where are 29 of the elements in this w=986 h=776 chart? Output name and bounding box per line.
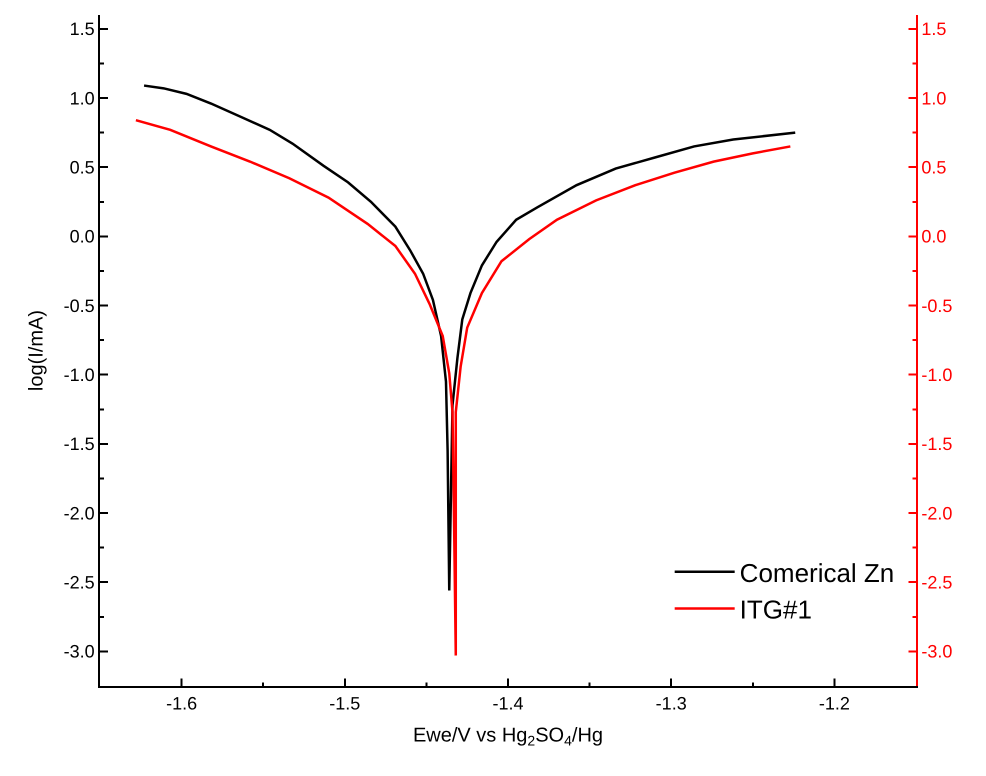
x-tick-label: -1.4 — [492, 693, 524, 714]
y2-tick-label: -2.0 — [921, 503, 952, 524]
legend-label: Comerical Zn — [740, 558, 894, 588]
y-tick-label: -2.0 — [64, 503, 95, 524]
y-tick-label: -1.5 — [64, 434, 95, 454]
y-tick-label: -1.0 — [64, 365, 95, 386]
y2-tick-label: -1.0 — [921, 365, 952, 386]
y2-tick-label: 1.0 — [921, 88, 946, 108]
x-tick-label: -1.2 — [818, 693, 850, 714]
y2-tick-label: -2.5 — [921, 572, 952, 593]
x-axis-title: Ewe/V vs Hg$_{2}$SO$_{4}$/Hg — [412, 724, 604, 749]
y2-tick-label: 0.0 — [921, 226, 946, 247]
y-axis-title: log(I/mA) — [26, 310, 48, 392]
y-tick-label: -0.5 — [64, 296, 95, 316]
x-tick-label: -1.6 — [166, 693, 198, 714]
y-tick-label: 1.5 — [70, 19, 95, 40]
y2-tick-label: -0.5 — [921, 296, 952, 316]
y-tick-label: 1.0 — [70, 88, 95, 108]
y2-tick-label: -3.0 — [921, 642, 952, 662]
x-tick-label: -1.5 — [329, 693, 360, 714]
y2-tick-label: 0.5 — [921, 157, 946, 178]
y-tick-label: -3.0 — [64, 642, 95, 662]
y-tick-label: -2.5 — [64, 572, 95, 593]
y-tick-label: 0.0 — [70, 226, 95, 247]
x-tick-label: -1.3 — [656, 693, 687, 714]
y2-tick-label: 1.5 — [921, 19, 946, 40]
y2-tick-label: -1.5 — [921, 434, 952, 454]
y-tick-label: 0.5 — [70, 157, 95, 178]
legend-label: ITG#1 — [740, 594, 812, 625]
